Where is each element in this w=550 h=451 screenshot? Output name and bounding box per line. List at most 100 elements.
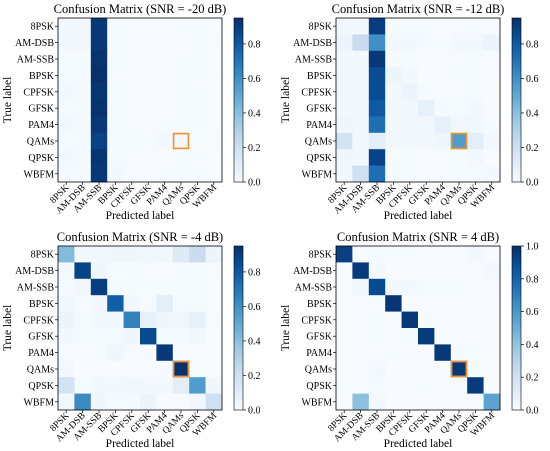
y-tick-label: AM-SSB (295, 283, 333, 294)
heatmap-cell-GFSK-AM-SSB (368, 100, 386, 117)
colorbar-tick-label: 0.2 (248, 143, 261, 154)
chart-title: Confusion Matrix (SNR = -4 dB) (57, 230, 223, 244)
y-tick-label: 8PSK (31, 22, 55, 33)
heatmap-cell-BPSK-AM-DSB (74, 67, 92, 84)
heatmap-cell-BPSK-QAMs (172, 295, 190, 312)
y-tick-label: 8PSK (309, 250, 333, 261)
heatmap-cell-GFSK-BPSK (385, 328, 402, 345)
heatmap-cell-WBFM-WBFM (483, 165, 501, 183)
heatmap-cell-8PSK-AM-SSB (90, 18, 108, 35)
heatmap-cell-QPSK-AM-SSB (368, 149, 386, 166)
heatmap-cell-CPFSK-QPSK (467, 311, 484, 329)
heatmap-cell-QAMs-8PSK (58, 132, 75, 150)
heatmap-cell-QAMs-8PSK (336, 132, 353, 150)
colorbar-tick-label: 0.0 (248, 406, 261, 417)
heatmap-cell-GFSK-GFSK (418, 328, 435, 345)
heatmap-cell-CPFSK-PAM4 (156, 83, 174, 101)
heatmap-cell-AM-SSB-WBFM (205, 278, 223, 296)
heatmap-cell-GFSK-QPSK (189, 100, 206, 117)
heatmap-cell-PAM4-CPFSK (401, 116, 419, 134)
heatmap-cell-8PSK-PAM4 (156, 18, 174, 35)
heatmap-cell-PAM4-CPFSK (123, 344, 141, 362)
y-tick-label: QAMs (305, 137, 332, 148)
heatmap-cell-QAMs-AM-SSB (368, 132, 386, 150)
heatmap-cell-PAM4-QAMs (172, 344, 190, 362)
heatmap-cell-PAM4-GFSK (418, 344, 435, 362)
heatmap-cell-CPFSK-8PSK (58, 311, 75, 329)
heatmap-cell-WBFM-PAM4 (434, 165, 452, 183)
heatmap-cell-PAM4-BPSK (385, 344, 402, 362)
heatmap-cell-8PSK-AM-DSB (352, 246, 370, 263)
colorbar-tick-label: 0.8 (248, 39, 261, 50)
heatmap-cell-CPFSK-PAM4 (156, 311, 174, 329)
heatmap-cell-8PSK-AM-DSB (74, 18, 92, 35)
heatmap-cell-QAMs-PAM4 (156, 360, 174, 378)
heatmap-cell-QAMs-AM-DSB (352, 360, 370, 378)
heatmap-cell-GFSK-WBFM (205, 100, 223, 117)
heatmap-cell-AM-DSB-GFSK (140, 34, 157, 52)
heatmap-cell-PAM4-PAM4 (156, 344, 174, 362)
heatmap-cell-PAM4-CPFSK (123, 116, 141, 134)
heatmap-cell-AM-SSB-CPFSK (123, 50, 141, 68)
heatmap-cell-PAM4-WBFM (205, 116, 223, 134)
heatmap-cell-BPSK-CPFSK (401, 67, 419, 84)
heatmap-cell-GFSK-AM-SSB (368, 328, 386, 345)
heatmap-cell-QAMs-BPSK (385, 360, 402, 378)
x-axis-label: Predicted label (384, 438, 453, 450)
heatmap-cell-BPSK-QPSK (467, 67, 484, 84)
heatmap-cell-GFSK-PAM4 (434, 100, 452, 117)
heatmap-cell-WBFM-BPSK (385, 393, 402, 411)
heatmap-cell-BPSK-AM-SSB (90, 295, 108, 312)
heatmap-cell-QPSK-CPFSK (123, 149, 141, 166)
heatmap-cell-QPSK-CPFSK (401, 149, 419, 166)
colorbar-tick-label: 0.0 (248, 178, 261, 189)
heatmap-cell-AM-DSB-8PSK (336, 262, 353, 280)
heatmap-cell-AM-DSB-QPSK (189, 262, 206, 280)
y-tick-label: QAMs (27, 365, 54, 376)
heatmap-cell-CPFSK-QPSK (189, 83, 206, 101)
heatmap-cell-GFSK-PAM4 (156, 100, 174, 117)
heatmap-cell-AM-DSB-CPFSK (123, 34, 141, 52)
heatmap-cell-QPSK-QAMs (172, 149, 190, 166)
heatmap-cell-PAM4-PAM4 (434, 344, 452, 362)
heatmap-cell-BPSK-PAM4 (434, 67, 452, 84)
confusion-matrix-chart: Confusion Matrix (SNR = -12 dB) 8PSK AM-DS… (280, 2, 539, 222)
heatmap-cell-AM-DSB-BPSK (107, 262, 124, 280)
heatmap-cell-BPSK-PAM4 (434, 295, 452, 312)
heatmap-cell-GFSK-8PSK (336, 328, 353, 345)
heatmap-cell-CPFSK-AM-DSB (74, 311, 92, 329)
heatmap-cell-8PSK-8PSK (58, 246, 75, 263)
heatmap-cell-PAM4-BPSK (107, 116, 124, 134)
confusion-matrix-panel-4: Confusion Matrix (SNR = 4 dB) 8PSK AM-DSB A… (278, 228, 550, 451)
y-tick-label: AM-DSB (15, 266, 54, 277)
heatmap-cell-PAM4-QPSK (189, 344, 206, 362)
heatmap-cell-GFSK-AM-SSB (90, 328, 108, 345)
highlight-box (172, 132, 190, 150)
heatmap-cell-AM-DSB-QPSK (467, 262, 484, 280)
y-tick-label: CPFSK (301, 315, 332, 326)
heatmap-cell-8PSK-BPSK (107, 246, 124, 263)
heatmap-cell-WBFM-QPSK (189, 165, 206, 183)
heatmap-cell-AM-SSB-AM-SSB (90, 50, 108, 68)
heatmap-cell-AM-DSB-GFSK (418, 262, 435, 280)
heatmap-cell-QPSK-QPSK (467, 149, 484, 166)
heatmap-cell-PAM4-AM-DSB (352, 116, 370, 134)
colorbar (511, 17, 522, 183)
heatmap-cell-AM-SSB-AM-DSB (352, 50, 370, 68)
heatmap-cell-WBFM-AM-DSB (352, 393, 370, 411)
heatmap-cell-CPFSK-QAMs (450, 311, 468, 329)
heatmap-cell-AM-DSB-AM-SSB (368, 262, 386, 280)
heatmap-cell-AM-DSB-AM-SSB (368, 34, 386, 52)
heatmap-cell-QAMs-8PSK (58, 360, 75, 378)
heatmap-cell-PAM4-QPSK (467, 344, 484, 362)
heatmap-cell-QPSK-PAM4 (434, 149, 452, 166)
heatmap-cell-QAMs-AM-DSB (352, 132, 370, 150)
heatmap-cell-AM-DSB-WBFM (205, 34, 223, 52)
heatmap-cell-AM-SSB-QAMs (450, 50, 468, 68)
colorbar-tick-label: 0.6 (248, 302, 261, 313)
heatmap-cell-AM-DSB-GFSK (418, 34, 435, 52)
heatmap-cell-CPFSK-8PSK (336, 311, 353, 329)
heatmap-cell-CPFSK-BPSK (385, 83, 402, 101)
heatmap-cell-QPSK-AM-DSB (74, 149, 92, 166)
confusion-matrix-panel-1: Confusion Matrix (SNR = -20 dB) 8PSK AM-DS… (0, 0, 272, 223)
